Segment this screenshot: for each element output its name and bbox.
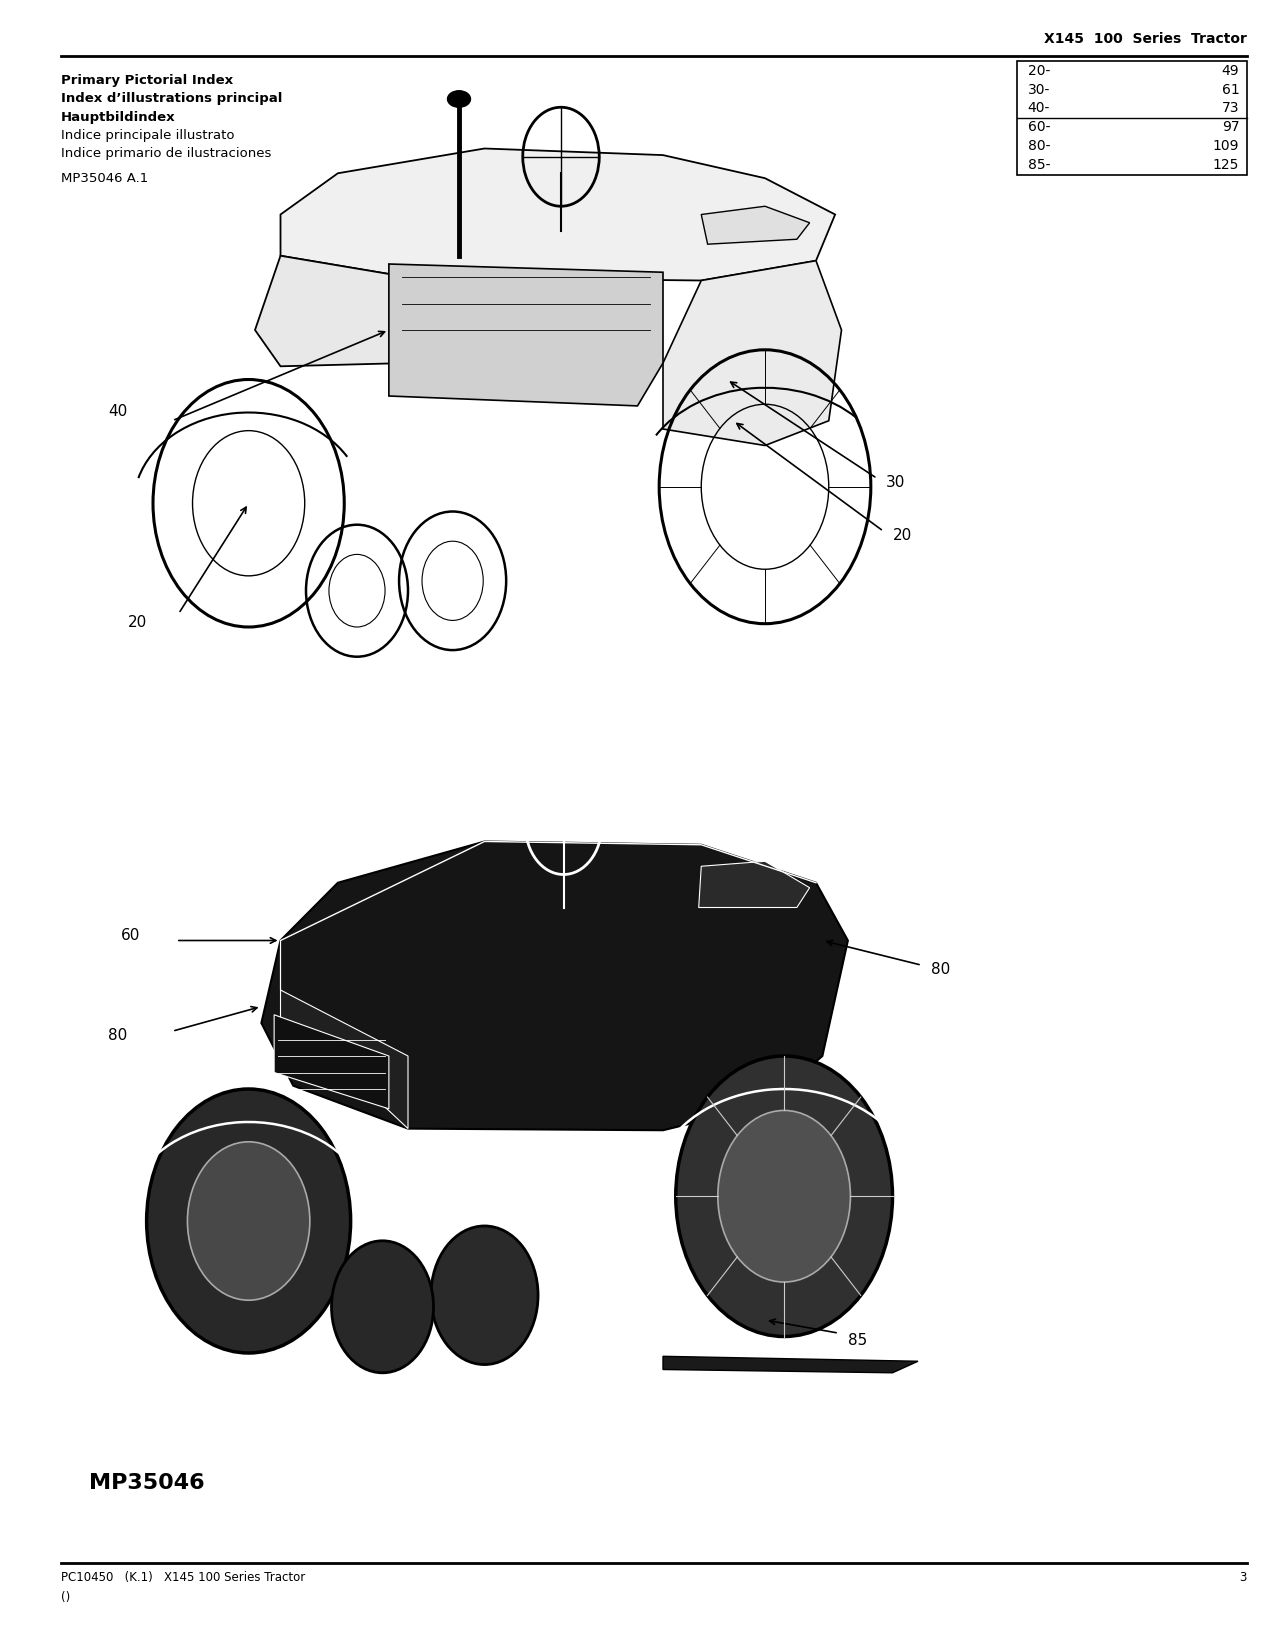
Text: 85: 85 <box>848 1333 867 1348</box>
Bar <box>1017 61 1247 175</box>
Circle shape <box>431 1226 538 1365</box>
Text: MP35046 A.1: MP35046 A.1 <box>61 172 148 185</box>
Text: 73: 73 <box>1221 102 1239 116</box>
Text: Indice principale illustrato: Indice principale illustrato <box>61 129 235 142</box>
Text: 80-: 80- <box>1028 140 1051 153</box>
Text: 40-: 40- <box>1028 102 1051 116</box>
Text: 80: 80 <box>931 962 950 977</box>
Polygon shape <box>663 261 842 446</box>
Text: Indice primario de ilustraciones: Indice primario de ilustraciones <box>61 147 272 160</box>
Polygon shape <box>261 842 848 1130</box>
Text: 20: 20 <box>128 615 147 630</box>
Text: 3: 3 <box>1239 1571 1247 1584</box>
Text: 30: 30 <box>886 475 905 490</box>
Text: Primary Pictorial Index: Primary Pictorial Index <box>61 74 233 87</box>
Text: MP35046: MP35046 <box>89 1473 205 1493</box>
Polygon shape <box>274 1015 389 1109</box>
Circle shape <box>147 1089 351 1353</box>
Circle shape <box>332 1241 434 1373</box>
Polygon shape <box>699 861 810 908</box>
Polygon shape <box>663 1356 918 1373</box>
Circle shape <box>676 1056 892 1336</box>
Text: 109: 109 <box>1213 140 1239 153</box>
Text: 97: 97 <box>1221 120 1239 134</box>
Polygon shape <box>389 264 663 406</box>
Text: 60: 60 <box>121 929 140 944</box>
Text: Hauptbildindex: Hauptbildindex <box>61 111 176 124</box>
Circle shape <box>718 1110 850 1282</box>
Circle shape <box>187 1142 310 1300</box>
Text: 40: 40 <box>108 404 128 419</box>
Text: 85-: 85- <box>1028 158 1051 172</box>
Text: X145  100  Series  Tractor: X145 100 Series Tractor <box>1044 33 1247 46</box>
Text: (): () <box>61 1591 70 1604</box>
Text: PC10450   (K.1)   X145 100 Series Tractor: PC10450 (K.1) X145 100 Series Tractor <box>61 1571 306 1584</box>
Text: 30-: 30- <box>1028 82 1051 96</box>
Text: 20-: 20- <box>1028 64 1051 78</box>
Text: 49: 49 <box>1221 64 1239 78</box>
Polygon shape <box>701 206 810 244</box>
Polygon shape <box>255 256 408 366</box>
Text: 60-: 60- <box>1028 120 1051 134</box>
Text: 20: 20 <box>892 528 912 543</box>
Text: 61: 61 <box>1221 82 1239 96</box>
Text: Index d’illustrations principal: Index d’illustrations principal <box>61 92 283 106</box>
Ellipse shape <box>448 91 470 107</box>
Text: 125: 125 <box>1213 158 1239 172</box>
Polygon shape <box>280 148 835 280</box>
Text: 80: 80 <box>108 1028 128 1043</box>
Polygon shape <box>280 940 408 1129</box>
